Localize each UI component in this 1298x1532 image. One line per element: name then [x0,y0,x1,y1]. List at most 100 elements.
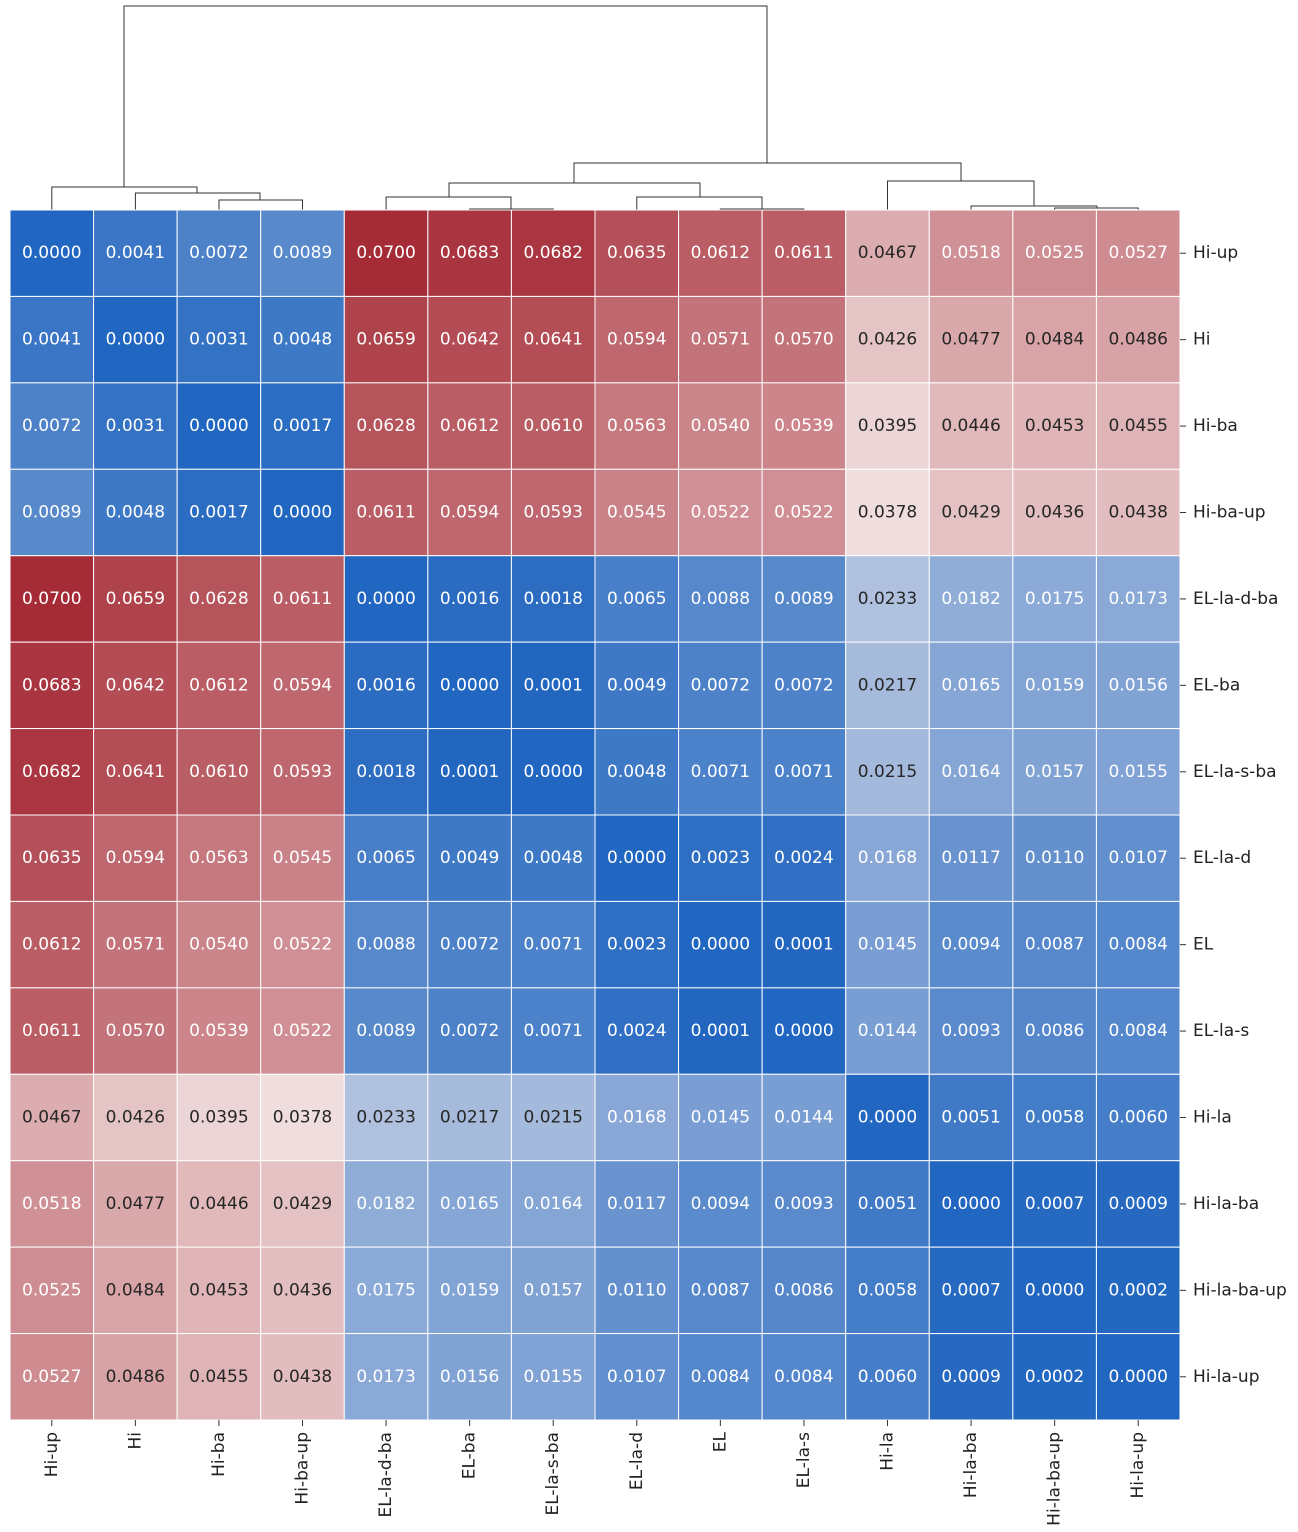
cell-label: 0.0611 [273,589,332,609]
cell-label: 0.0117 [607,1194,666,1214]
y-tick-label: EL-la-s [1193,1021,1249,1041]
y-tick-label: Hi-la [1193,1108,1232,1128]
cell-label: 0.0000 [440,675,499,695]
heatmap-cell [260,987,345,1075]
cell-label: 0.0682 [22,762,81,782]
heatmap-cell [176,209,262,297]
heatmap-cell [176,1246,262,1335]
y-tick-label: Hi-la-ba-up [1193,1280,1287,1300]
y-tick-label: Hi-up [1193,243,1238,263]
cell-label: 0.0217 [858,675,917,695]
cell-label: 0.0071 [774,762,833,782]
heatmap-cell [343,1160,429,1248]
heatmap-cell [845,468,930,557]
heatmap-cell [9,382,95,470]
heatmap-cell [928,1246,1014,1335]
cell-label: 0.0001 [691,1021,750,1041]
cell-label: 0.0018 [356,762,415,782]
heatmap-cell [9,1160,95,1248]
cell-label: 0.0072 [189,243,248,263]
heatmap-cell [260,728,345,816]
cell-label: 0.0700 [22,589,81,609]
cell-label: 0.0477 [941,330,1000,350]
heatmap-cell [343,987,429,1075]
cell-label: 0.0000 [356,589,415,609]
dendrogram-link [134,192,261,210]
cell-label: 0.0571 [691,330,750,350]
cell-label: 0.0446 [189,1194,248,1214]
cell-label: 0.0612 [22,935,81,955]
x-tick-label: Hi-ba-up [293,1432,313,1505]
cell-label: 0.0089 [774,589,833,609]
cell-label: 0.0031 [106,416,165,436]
heatmap-cell [343,900,429,989]
dendrogram-link [887,180,1035,210]
heatmap-cell [9,814,95,902]
cell-label: 0.0000 [607,848,666,868]
heatmap-cell [678,1160,763,1248]
cell-label: 0.0089 [356,1021,415,1041]
heatmap-cell [928,987,1014,1075]
heatmap-cell [1012,641,1097,730]
dendrogram-link [51,186,198,210]
cell-label: 0.0157 [1025,762,1084,782]
heatmap-cell [176,814,262,902]
cell-label: 0.0159 [440,1280,499,1300]
heatmap-cell [594,814,680,902]
heatmap-cell [176,468,262,557]
cell-label: 0.0429 [941,503,1000,523]
cell-label: 0.0001 [440,762,499,782]
cell-label: 0.0000 [1025,1280,1084,1300]
cell-label: 0.0165 [440,1194,499,1214]
heatmap-cell [93,641,178,730]
heatmap-cell [427,987,512,1075]
cell-label: 0.0612 [691,243,750,263]
heatmap-cell [1012,900,1097,989]
heatmap-cell [510,468,596,557]
heatmap-cell [928,295,1014,384]
y-tick-label: Hi-la-up [1193,1367,1259,1387]
cell-label: 0.0001 [523,675,582,695]
heatmap-cell [176,1160,262,1248]
cell-label: 0.0642 [106,675,165,695]
cell-label: 0.0453 [189,1280,248,1300]
cell-label: 0.0000 [691,935,750,955]
cell-label: 0.0000 [22,243,81,263]
heatmap-cell [1095,1333,1181,1421]
heatmap-cell [1095,1073,1181,1162]
heatmap-cell [678,555,763,643]
cell-label: 0.0168 [607,1108,666,1128]
cell-label: 0.0007 [1025,1194,1084,1214]
dendrogram-link [469,208,554,210]
heatmap-cell [427,382,512,470]
cell-label: 0.0087 [1025,935,1084,955]
heatmap-cell [93,295,178,384]
heatmap-cell [1095,728,1181,816]
cell-label: 0.0175 [356,1280,415,1300]
heatmap-cell [427,1246,512,1335]
heatmap-cell [93,814,178,902]
cell-label: 0.0182 [941,589,1000,609]
cell-label: 0.0539 [189,1021,248,1041]
heatmap-cell [427,1073,512,1162]
y-tick-label: Hi [1193,330,1211,350]
x-tick-label: EL-la-s [794,1432,814,1488]
y-tick-label: EL-la-d [1193,848,1251,868]
cell-label: 0.0467 [858,243,917,263]
heatmap-cell [9,641,95,730]
heatmap-cell [1095,382,1181,470]
cell-label: 0.0540 [189,935,248,955]
cell-label: 0.0060 [858,1367,917,1387]
heatmap-cell [761,209,847,297]
heatmap-cell [1012,1246,1097,1335]
dendrogram-link [218,199,303,210]
heatmap-cell [176,900,262,989]
cell-label: 0.0156 [1108,675,1167,695]
cell-label: 0.0641 [523,330,582,350]
y-tick-label: Hi-ba [1193,416,1238,436]
cell-label: 0.0545 [607,503,666,523]
cell-label: 0.0084 [1108,1021,1167,1041]
cell-label: 0.0628 [189,589,248,609]
heatmap-cell [343,728,429,816]
heatmap-cell [9,987,95,1075]
